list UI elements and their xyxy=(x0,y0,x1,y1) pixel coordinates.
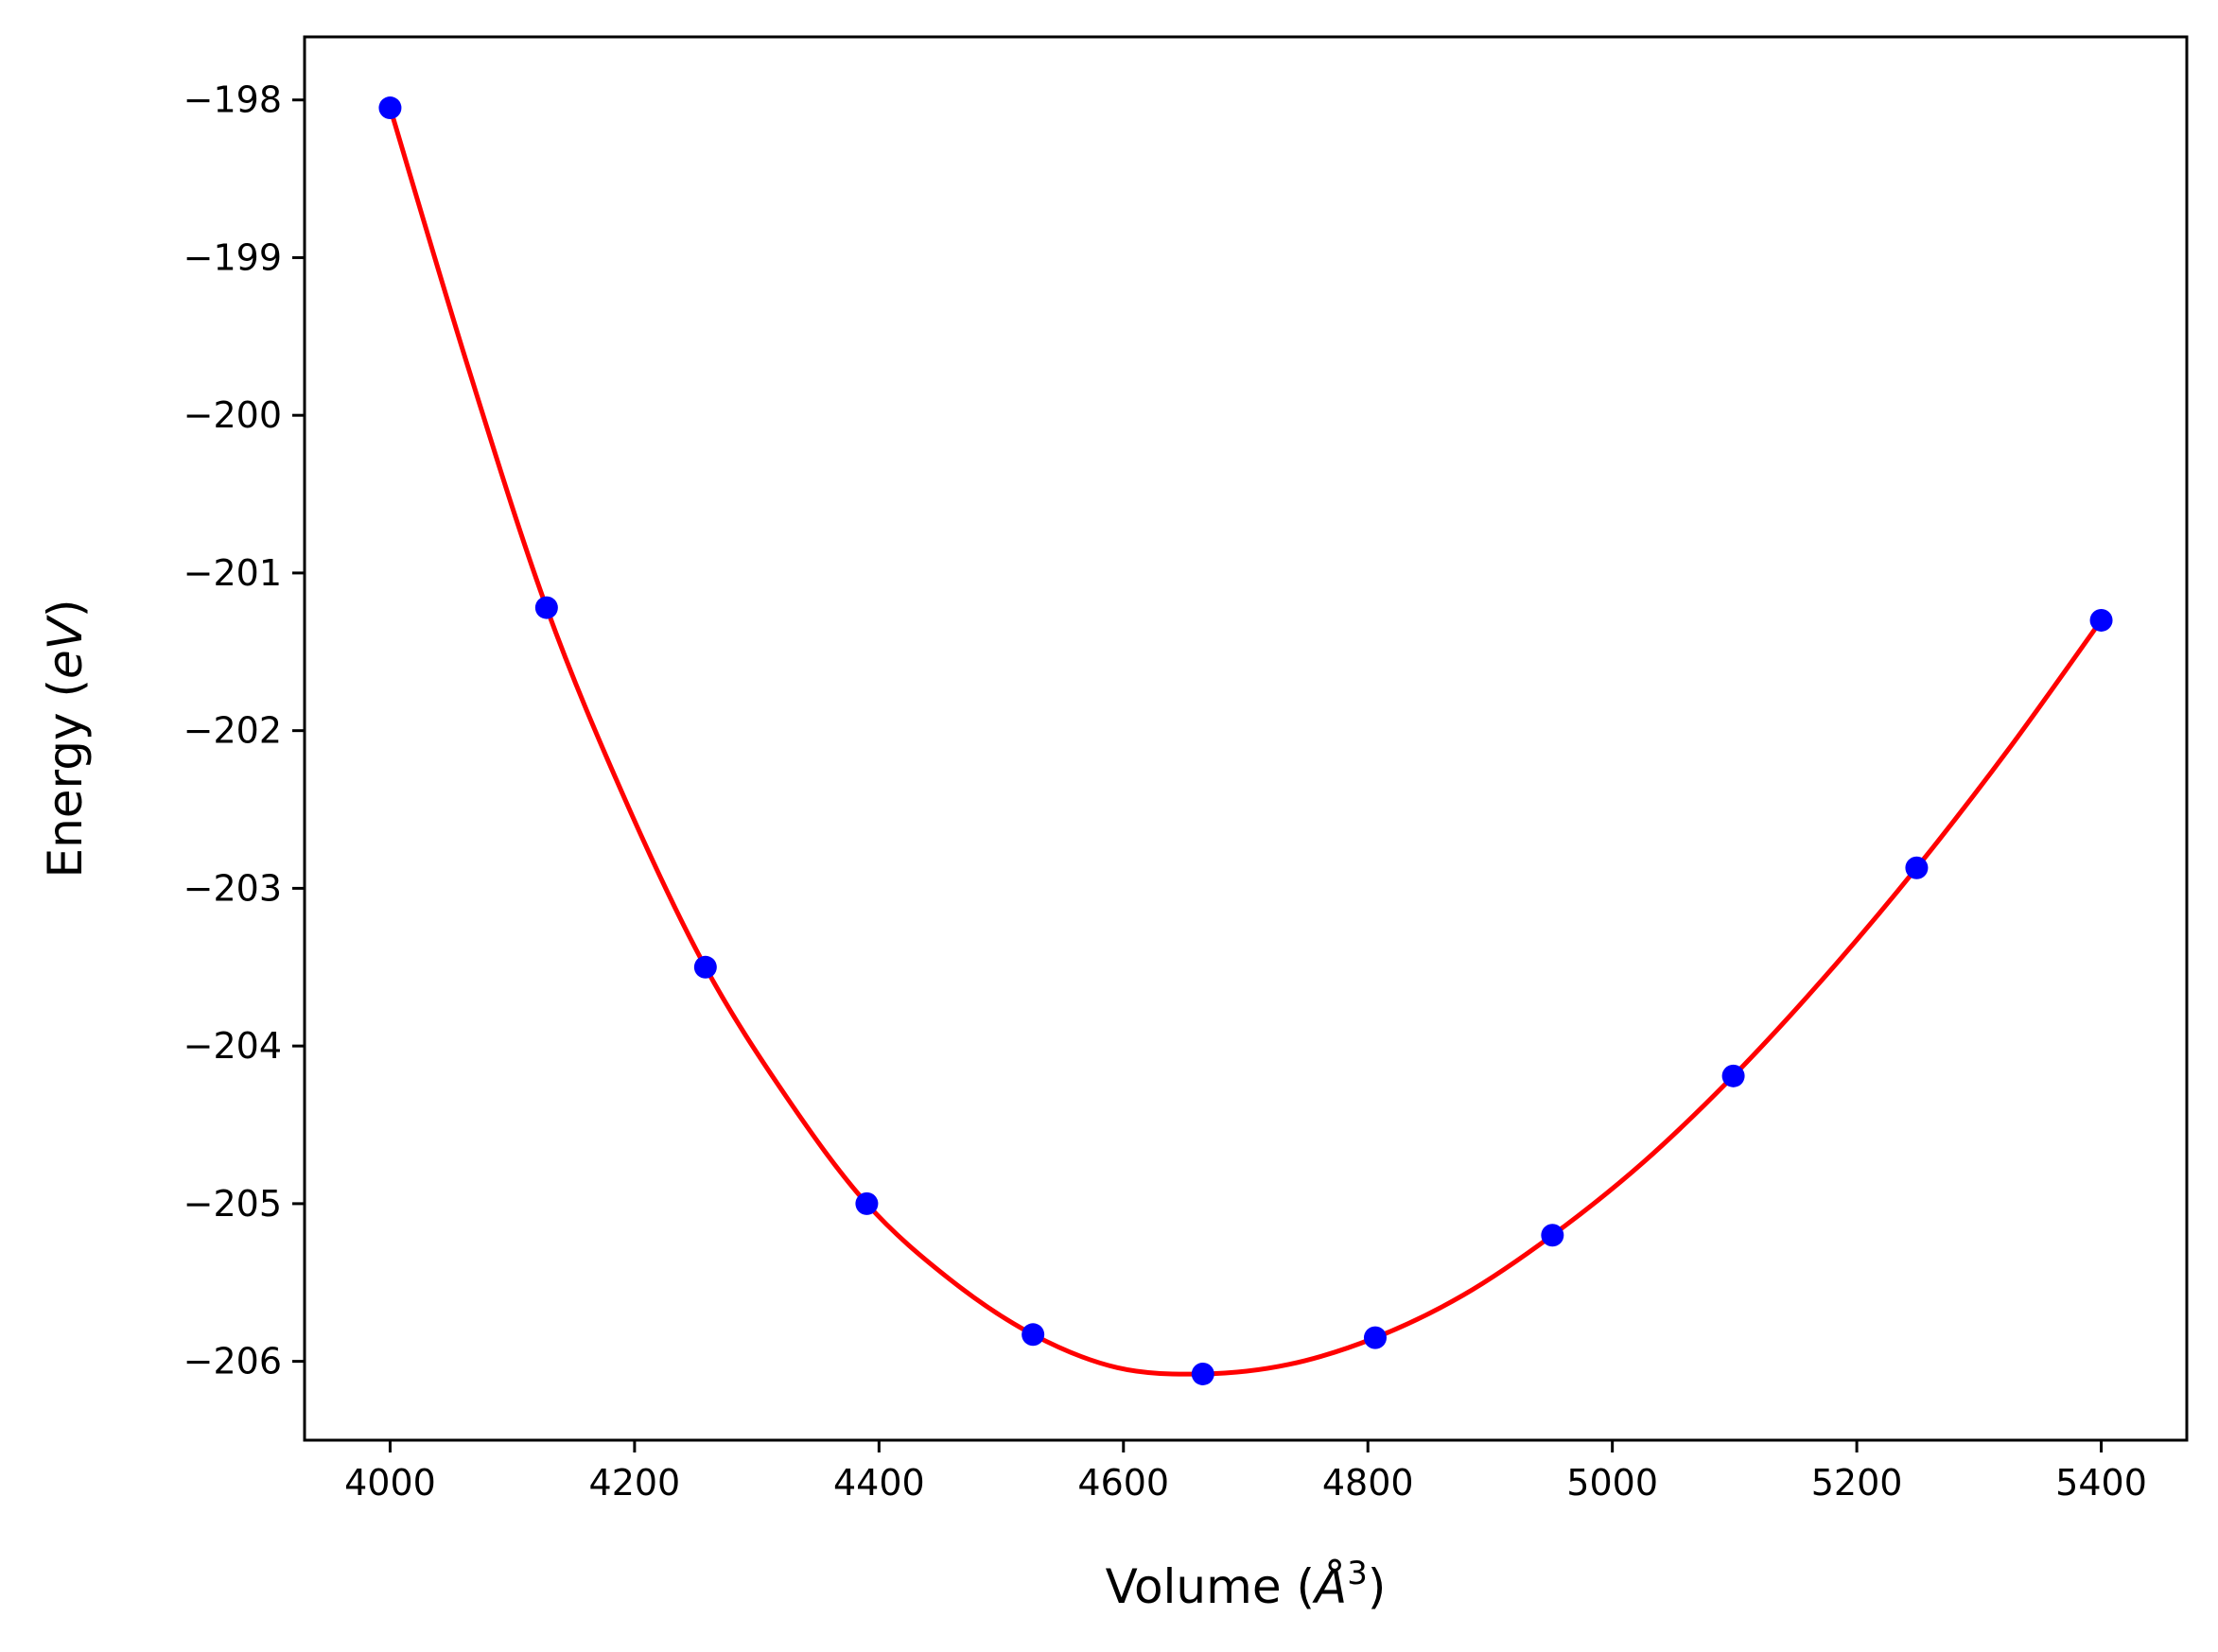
y-tick-label: −204 xyxy=(183,1025,282,1067)
x-tick-label: 5400 xyxy=(2055,1462,2147,1504)
data-point xyxy=(855,1191,879,1215)
data-point xyxy=(2089,608,2113,632)
x-tick-label: 4800 xyxy=(1322,1462,1414,1504)
x-tick-label: 5000 xyxy=(1566,1462,1658,1504)
y-axis-title: Energy (eV) xyxy=(38,600,93,878)
y-tick-label: −206 xyxy=(183,1341,282,1382)
plot-background xyxy=(305,37,2187,1440)
y-tick-label: −199 xyxy=(183,236,282,278)
data-point xyxy=(1721,1064,1745,1087)
y-tick-label: −198 xyxy=(183,79,282,121)
y-tick-label: −205 xyxy=(183,1183,282,1225)
data-point xyxy=(1541,1224,1564,1247)
data-point xyxy=(1022,1323,1045,1347)
x-tick-label: 5200 xyxy=(1811,1462,1903,1504)
y-tick-label: −200 xyxy=(183,394,282,436)
data-point xyxy=(534,596,558,619)
data-point xyxy=(1363,1326,1387,1349)
plot-frame xyxy=(303,35,2189,1442)
data-point xyxy=(1191,1362,1214,1385)
y-tick-label: −203 xyxy=(183,867,282,909)
fit-curve-layer xyxy=(388,107,2104,1377)
data-point xyxy=(693,955,717,979)
y-tick-label: −201 xyxy=(183,552,282,594)
y-tick-label: −202 xyxy=(183,710,282,752)
x-axis-title: Volume (Å3) xyxy=(1106,1555,1387,1614)
data-point xyxy=(1905,856,1929,879)
fit-curve xyxy=(388,107,2104,1377)
data-points-layer xyxy=(378,96,2113,1385)
y-axis-ticks: −198 −199 −200 −201 −202 −203 −204 −205 −206 xyxy=(183,79,305,1382)
data-point xyxy=(378,96,402,120)
x-tick-label: 4000 xyxy=(344,1462,436,1504)
x-axis-ticks: 4000 4200 4400 4600 4800 5000 5200 5400 xyxy=(344,1440,2147,1504)
x-tick-label: 4400 xyxy=(833,1462,925,1504)
x-tick-label: 4600 xyxy=(1077,1462,1169,1504)
x-tick-label: 4200 xyxy=(589,1462,681,1504)
